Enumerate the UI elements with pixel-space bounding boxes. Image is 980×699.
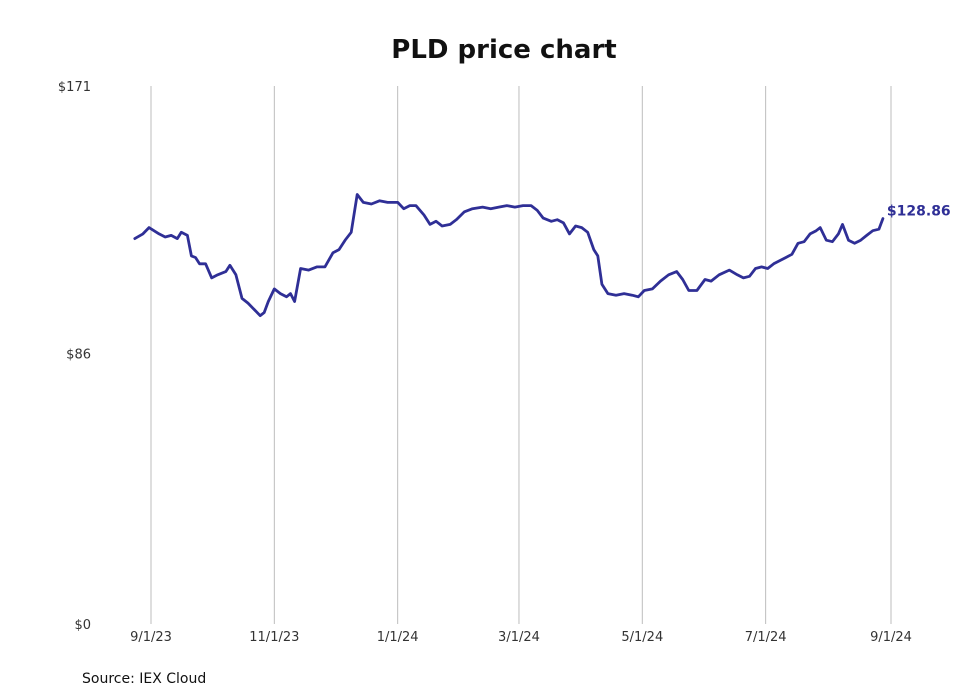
price-line <box>133 193 885 318</box>
x-tick-label: 11/1/23 <box>249 630 299 645</box>
x-tick-label: 9/1/24 <box>870 630 912 645</box>
chart-title: PLD price chart <box>391 35 616 65</box>
series-layer <box>133 193 885 318</box>
grid-lines <box>150 86 892 624</box>
y-tick-label: $86 <box>66 347 91 362</box>
x-tick-label: 1/1/24 <box>377 630 419 645</box>
x-tick-label: 3/1/24 <box>498 630 540 645</box>
x-tick-label: 5/1/24 <box>621 630 663 645</box>
last-value-label: $128.86 <box>887 204 951 220</box>
y-tick-label: $171 <box>58 80 91 95</box>
x-axis-ticks: 9/1/23 11/1/23 1/1/24 3/1/24 5/1/24 7/1/24 9/1… <box>130 630 912 645</box>
source-label: Source: IEX Cloud <box>82 671 206 687</box>
y-axis-ticks: $171 $86 $0 <box>58 80 91 633</box>
y-tick-label: $0 <box>74 618 91 633</box>
x-tick-label: 7/1/24 <box>745 630 787 645</box>
x-tick-label: 9/1/23 <box>130 630 172 645</box>
